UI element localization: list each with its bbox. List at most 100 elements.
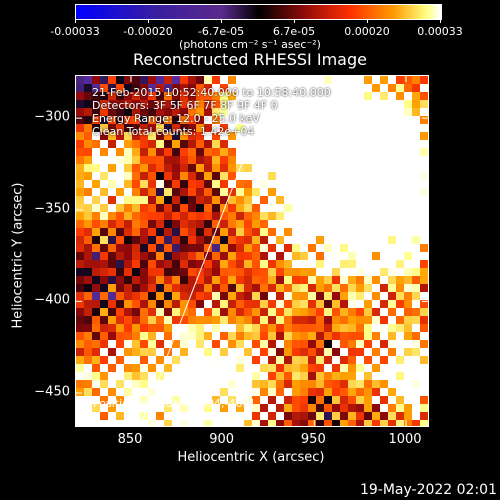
heatmap-cell xyxy=(196,108,204,116)
heatmap-cell xyxy=(220,324,228,332)
heatmap-cell xyxy=(180,412,188,420)
heatmap-cell xyxy=(388,284,396,292)
heatmap-cell xyxy=(124,132,132,140)
heatmap-cell xyxy=(268,172,276,180)
heatmap-cell xyxy=(404,372,412,380)
heatmap-cell xyxy=(380,92,388,100)
heatmap-cell xyxy=(404,340,412,348)
heatmap-cell xyxy=(244,188,252,196)
heatmap-cell xyxy=(196,188,204,196)
heatmap-cell xyxy=(420,324,428,332)
heatmap-cell xyxy=(148,140,156,148)
heatmap-cell xyxy=(116,276,124,284)
heatmap-cell xyxy=(372,76,380,84)
heatmap-cell xyxy=(316,356,324,364)
heatmap-cell xyxy=(140,204,148,212)
heatmap-cell xyxy=(324,284,332,292)
heatmap-cell xyxy=(412,244,420,252)
heatmap-cell xyxy=(84,244,92,252)
heatmap-cell xyxy=(308,324,316,332)
heatmap-cell xyxy=(300,196,308,204)
heatmap-cell xyxy=(340,252,348,260)
heatmap-cell xyxy=(284,276,292,284)
heatmap-cell xyxy=(156,252,164,260)
heatmap-cell xyxy=(92,84,100,92)
heatmap-cell xyxy=(260,180,268,188)
heatmap-cell xyxy=(212,332,220,340)
heatmap-cell xyxy=(156,164,164,172)
heatmap-cell xyxy=(76,268,84,276)
heatmap-cell xyxy=(148,204,156,212)
heatmap-cell xyxy=(396,132,404,140)
heatmap-cell xyxy=(260,412,268,420)
heatmap-cell xyxy=(244,132,252,140)
heatmap-cell xyxy=(308,396,316,404)
heatmap-cell xyxy=(92,420,100,426)
heatmap-cell xyxy=(148,252,156,260)
heatmap-cell xyxy=(196,204,204,212)
heatmap-cell xyxy=(276,284,284,292)
heatmap-cell xyxy=(108,268,116,276)
heatmap-cell xyxy=(108,188,116,196)
heatmap-cell xyxy=(236,132,244,140)
heatmap-cell xyxy=(292,372,300,380)
heatmap-cell xyxy=(340,348,348,356)
heatmap-cell xyxy=(340,284,348,292)
heatmap-cell xyxy=(148,292,156,300)
heatmap-cell xyxy=(348,212,356,220)
heatmap-cell xyxy=(156,132,164,140)
heatmap-cell xyxy=(388,156,396,164)
heatmap-cell xyxy=(164,124,172,132)
heatmap-cell xyxy=(316,236,324,244)
heatmap-cell xyxy=(260,116,268,124)
heatmap-cell xyxy=(412,340,420,348)
heatmap-cell xyxy=(316,412,324,420)
heatmap-cell xyxy=(292,316,300,324)
heatmap-cell xyxy=(292,396,300,404)
heatmap-cell xyxy=(140,356,148,364)
heatmap-cell xyxy=(228,324,236,332)
heatmap-cell xyxy=(188,340,196,348)
heatmap-cell xyxy=(228,380,236,388)
heatmap-cell xyxy=(180,268,188,276)
heatmap-cell xyxy=(300,92,308,100)
heatmap-cell xyxy=(348,292,356,300)
heatmap-cell xyxy=(204,260,212,268)
heatmap-cell xyxy=(380,340,388,348)
heatmap-cell xyxy=(388,372,396,380)
heatmap-cell xyxy=(420,132,428,140)
heatmap-cell xyxy=(92,172,100,180)
heatmap-cell xyxy=(148,276,156,284)
heatmap-cell xyxy=(340,316,348,324)
heatmap-cell xyxy=(100,180,108,188)
heatmap-cell xyxy=(108,100,116,108)
heatmap-cell xyxy=(388,332,396,340)
heatmap-cell xyxy=(108,204,116,212)
heatmap-cell xyxy=(196,348,204,356)
heatmap-cell xyxy=(100,220,108,228)
heatmap-cell xyxy=(284,76,292,84)
heatmap-cell xyxy=(348,252,356,260)
heatmap-cell xyxy=(252,308,260,316)
heatmap-cell xyxy=(268,148,276,156)
heatmap-cell xyxy=(236,332,244,340)
heatmap-cell xyxy=(292,148,300,156)
heatmap-cell xyxy=(92,220,100,228)
heatmap-cell xyxy=(108,220,116,228)
heatmap-cell xyxy=(396,108,404,116)
heatmap-cell xyxy=(108,236,116,244)
heatmap-cell xyxy=(140,220,148,228)
heatmap-cell xyxy=(140,300,148,308)
heatmap-cell xyxy=(244,316,252,324)
heatmap-cell xyxy=(396,268,404,276)
heatmap-cell xyxy=(108,276,116,284)
heatmap-cell xyxy=(180,332,188,340)
heatmap-cell xyxy=(380,420,388,426)
heatmap-cell xyxy=(396,116,404,124)
heatmap-cell xyxy=(116,108,124,116)
heatmap-cell xyxy=(212,356,220,364)
heatmap-cell xyxy=(212,340,220,348)
heatmap-cell xyxy=(252,116,260,124)
heatmap-cell xyxy=(276,140,284,148)
heatmap-cell xyxy=(116,284,124,292)
